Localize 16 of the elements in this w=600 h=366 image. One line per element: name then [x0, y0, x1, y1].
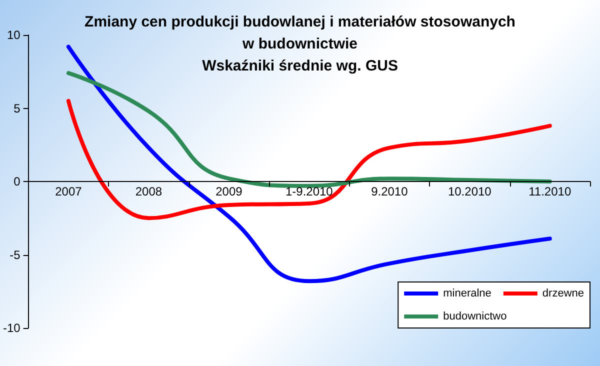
legend-label: drzewne: [542, 288, 584, 300]
x-tick-label: 2009: [216, 184, 243, 198]
chart-title: Zmiany cen produkcji budowlanej i materiałów stosowanych w budownictwie Wskaźniki średnie wg. GUS: [84, 14, 516, 74]
y-tick-label: 0: [14, 174, 21, 188]
legend-label: mineralne: [443, 288, 492, 300]
x-tick-label: 2008: [135, 184, 162, 198]
x-tick-label: 9.2010: [371, 184, 408, 198]
y-tick-label: -10: [3, 321, 21, 335]
legend-label: budownictwo: [443, 310, 507, 322]
y-tick-label: -5: [10, 248, 21, 262]
y-tick-label: 5: [14, 101, 21, 116]
x-tick-label: 11.2010: [528, 184, 572, 198]
x-tick-label: 1-9.2010: [285, 184, 334, 198]
x-tick-label: 2007: [55, 184, 82, 198]
x-tick-label: 10.2010: [448, 184, 492, 198]
y-tick-label: 10: [6, 28, 21, 42]
